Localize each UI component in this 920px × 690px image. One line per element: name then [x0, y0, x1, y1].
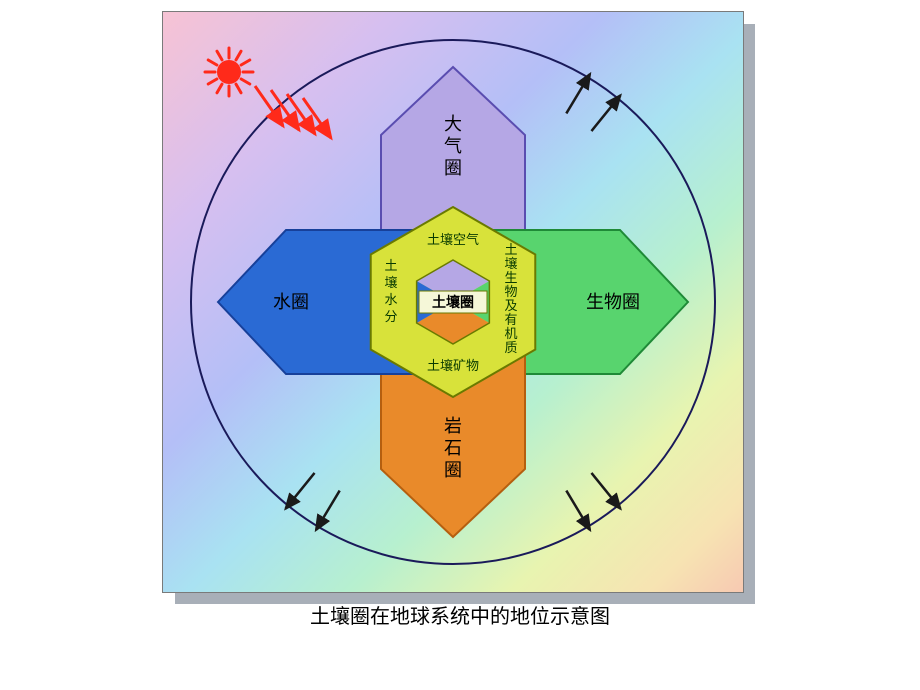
svg-text:机: 机	[504, 326, 517, 341]
svg-text:圈: 圈	[444, 158, 462, 178]
sun-icon	[217, 60, 241, 84]
svg-text:水: 水	[384, 292, 397, 307]
svg-text:有: 有	[504, 312, 517, 327]
incoming-arrow	[287, 94, 315, 134]
soil-comp-top: 土壤空气	[427, 232, 479, 247]
svg-text:壤: 壤	[384, 275, 397, 290]
incoming-arrow	[303, 98, 331, 138]
svg-text:及: 及	[504, 298, 517, 313]
svg-text:壤: 壤	[504, 256, 517, 271]
svg-text:分: 分	[384, 309, 397, 324]
soil-comp-bottom: 土壤矿物	[427, 358, 479, 373]
svg-text:物: 物	[504, 284, 517, 299]
svg-text:岩: 岩	[444, 416, 462, 436]
label-left: 水圈	[273, 292, 309, 312]
svg-text:土: 土	[504, 242, 517, 257]
outgoing-arrow	[286, 473, 315, 509]
svg-text:土: 土	[384, 258, 397, 273]
outgoing-arrow	[591, 473, 620, 509]
stage: 土壤圈土壤空气土壤矿物土壤水分土壤生物及有机质大气圈生物圈岩石圈水圈 土壤圈在地…	[0, 0, 920, 690]
svg-text:质: 质	[504, 340, 517, 355]
caption: 土壤圈在地球系统中的地位示意图	[0, 600, 920, 629]
label-right: 生物圈	[586, 292, 640, 312]
diagram-panel: 土壤圈土壤空气土壤矿物土壤水分土壤生物及有机质大气圈生物圈岩石圈水圈	[163, 12, 743, 592]
svg-text:石: 石	[444, 438, 462, 458]
outgoing-arrow	[591, 95, 620, 131]
svg-text:生: 生	[504, 270, 517, 285]
outgoing-arrow	[566, 74, 590, 113]
svg-text:大: 大	[444, 114, 462, 134]
svg-text:气: 气	[444, 136, 462, 156]
diagram-svg: 土壤圈土壤空气土壤矿物土壤水分土壤生物及有机质大气圈生物圈岩石圈水圈	[163, 12, 743, 592]
svg-text:圈: 圈	[444, 460, 462, 480]
outgoing-arrow	[316, 491, 340, 530]
center-label: 土壤圈	[432, 294, 474, 311]
outgoing-arrow	[566, 491, 590, 530]
